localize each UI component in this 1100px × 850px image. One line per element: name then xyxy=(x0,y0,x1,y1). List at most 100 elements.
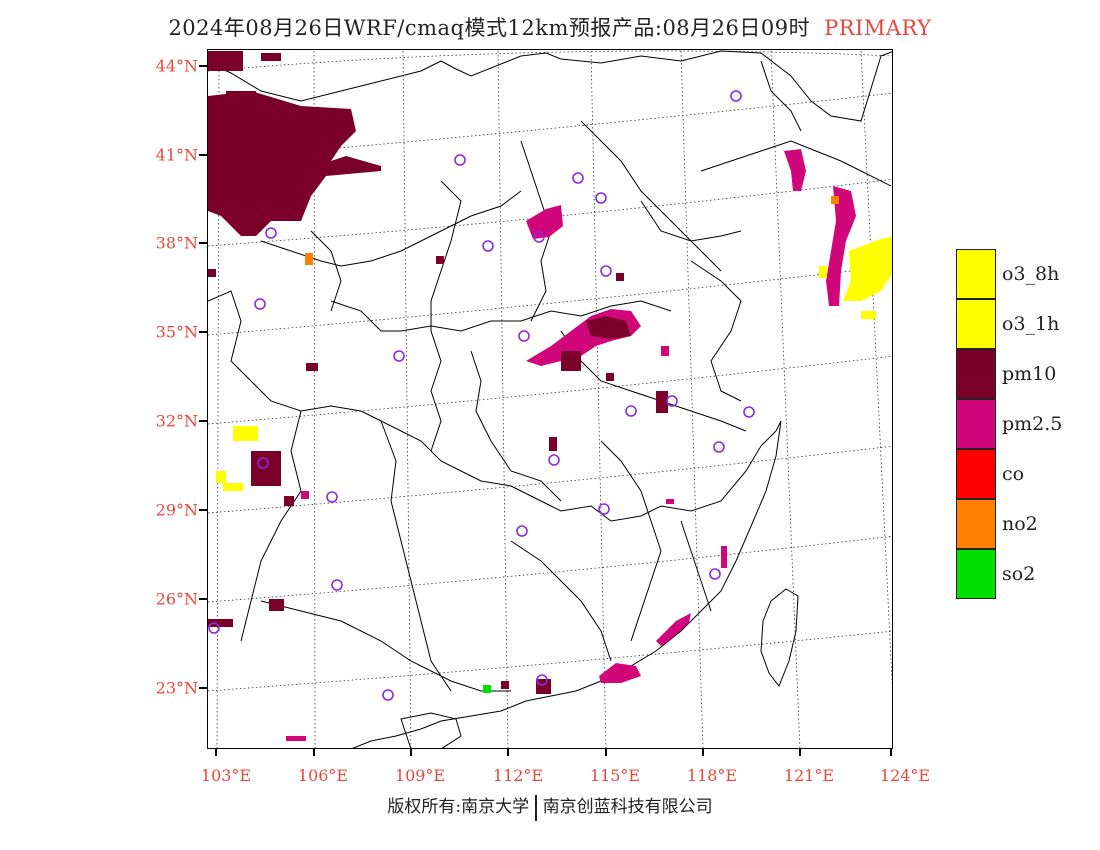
pm10-cell xyxy=(586,316,631,339)
station-marker xyxy=(713,441,725,453)
pm25-cell xyxy=(526,205,563,239)
lon-tick xyxy=(507,749,509,756)
station-marker xyxy=(595,192,607,204)
pm10-region-northwest xyxy=(208,91,381,236)
pm25-cell xyxy=(721,546,727,568)
station-marker xyxy=(625,405,637,417)
station-marker xyxy=(548,454,560,466)
map-panel[interactable] xyxy=(207,49,893,749)
lon-label-103: 103°E xyxy=(200,766,252,785)
lat-tick xyxy=(199,687,207,689)
pm10-cell xyxy=(306,363,318,371)
station-marker xyxy=(533,231,545,243)
legend-label: so2 xyxy=(1002,563,1036,585)
o3-cell xyxy=(861,311,876,319)
lon-label-115: 115°E xyxy=(589,766,641,785)
o3-cell xyxy=(223,483,243,491)
pm10-cell xyxy=(251,451,281,486)
pm10-cell xyxy=(269,599,284,611)
station-marker xyxy=(730,90,742,102)
legend-swatch xyxy=(956,549,996,599)
station-marker xyxy=(600,265,612,277)
station-marker xyxy=(743,406,755,418)
station-marker xyxy=(382,689,394,701)
station-marker xyxy=(454,154,466,166)
pm10-cell xyxy=(436,256,444,264)
station-marker xyxy=(709,568,721,580)
station-marker xyxy=(208,622,220,634)
station-marker xyxy=(666,395,678,407)
lat-label-44: 44°N xyxy=(155,56,198,76)
lat-label-41: 41°N xyxy=(155,145,198,165)
station-marker xyxy=(254,298,266,310)
pm10-cell xyxy=(549,437,557,451)
pm10-cell xyxy=(616,273,624,281)
pm25-cell xyxy=(286,736,306,741)
lat-label-38: 38°N xyxy=(155,233,198,253)
station-marker xyxy=(572,172,584,184)
o3-cell xyxy=(216,471,226,483)
station-marker xyxy=(326,491,338,503)
lon-tick xyxy=(313,749,315,756)
pm10-cell xyxy=(536,679,551,694)
pm10-cell xyxy=(208,269,216,277)
lat-tick xyxy=(199,598,207,600)
lon-tick xyxy=(605,749,607,756)
footer-right: 南京创蓝科技有限公司 xyxy=(542,797,713,817)
pm10-cell xyxy=(284,496,294,506)
pm25-cell xyxy=(661,346,669,356)
lon-label-109: 109°E xyxy=(394,766,446,785)
lat-tick xyxy=(199,509,207,511)
o3-cell xyxy=(819,266,827,278)
station-marker xyxy=(516,525,528,537)
legend-label: pm10 xyxy=(1002,363,1057,385)
lon-tick xyxy=(799,749,801,756)
pollutant-overlay xyxy=(208,51,892,741)
pm10-cell xyxy=(501,681,509,689)
legend-swatch xyxy=(956,249,996,299)
pm25-cell xyxy=(301,491,309,499)
lon-label-112: 112°E xyxy=(492,766,544,785)
station-markers xyxy=(208,90,755,701)
pm10-cell xyxy=(656,391,668,413)
copyright-footer: 版权所有:南京大学 南京创蓝科技有限公司 xyxy=(0,792,1100,821)
lon-label-106: 106°E xyxy=(297,766,349,785)
lon-label-124: 124°E xyxy=(879,766,931,785)
station-marker xyxy=(393,350,405,362)
map-svg xyxy=(208,50,892,748)
lon-label-121: 121°E xyxy=(783,766,835,785)
station-marker xyxy=(331,579,343,591)
station-marker xyxy=(482,240,494,252)
lat-label-35: 35°N xyxy=(155,322,198,342)
so2-cell xyxy=(483,685,491,693)
no2-cell xyxy=(305,253,313,265)
lon-tick xyxy=(215,749,217,756)
legend-swatch xyxy=(956,349,996,399)
legend-swatch xyxy=(956,399,996,449)
pm10-cell xyxy=(606,373,614,381)
station-marker xyxy=(536,674,548,686)
lon-tick xyxy=(890,749,892,756)
lon-label-118: 118°E xyxy=(686,766,738,785)
legend-swatch xyxy=(956,449,996,499)
legend-label: pm2.5 xyxy=(1002,413,1063,435)
station-marker xyxy=(257,457,269,469)
lat-tick xyxy=(199,154,207,156)
pm10-cell xyxy=(208,51,243,71)
station-marker xyxy=(598,503,610,515)
lat-tick xyxy=(199,331,207,333)
pm25-cell xyxy=(599,663,641,683)
no2-cell xyxy=(831,196,839,204)
footer-left: 版权所有:南京大学 xyxy=(387,797,530,817)
pm25-cell xyxy=(826,186,856,306)
pm10-cell xyxy=(261,53,281,61)
title-tag: PRIMARY xyxy=(824,16,932,40)
pm25-band-central xyxy=(526,309,641,366)
station-marker xyxy=(518,330,530,342)
legend-label: o3_8h xyxy=(1002,263,1060,285)
legend-label: o3_1h xyxy=(1002,313,1060,335)
lat-label-29: 29°N xyxy=(155,500,198,520)
pm10-cell xyxy=(226,91,256,101)
station-marker xyxy=(265,227,277,239)
pm25-cell xyxy=(666,499,674,504)
